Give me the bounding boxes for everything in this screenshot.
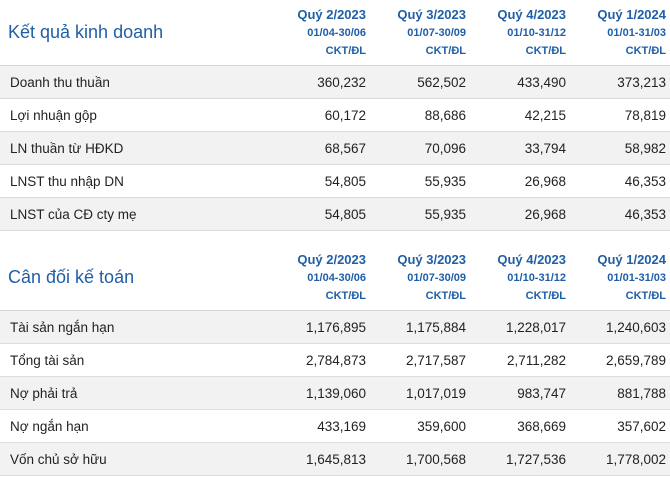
row-label: LN thuần từ HĐKD <box>10 140 124 156</box>
row-label: LNST của CĐ cty mẹ <box>10 206 137 222</box>
cell-value: 54,805 <box>324 206 366 222</box>
column-audit: CKT/ĐL <box>425 44 466 57</box>
column-quarter: Quý 1/2024 <box>597 251 666 267</box>
cell-value: 55,935 <box>424 173 466 189</box>
column-quarter: Quý 1/2024 <box>597 6 666 22</box>
section-spacer <box>0 231 670 245</box>
business-results-title: Kết quả kinh doanh <box>8 22 164 42</box>
cell-value: 1,700,568 <box>405 451 466 467</box>
cell-value: 68,567 <box>324 140 366 156</box>
cell-value: 2,784,873 <box>305 352 366 368</box>
cell-value: 1,228,017 <box>505 319 566 335</box>
cell-value: 2,711,282 <box>506 352 566 368</box>
column-quarter: Quý 2/2023 <box>297 6 366 22</box>
column-range: 01/04-30/06 <box>307 26 366 39</box>
cell-value: 78,819 <box>624 107 666 123</box>
cell-value: 357,602 <box>617 418 666 434</box>
cell-value: 562,502 <box>417 74 466 90</box>
cell-value: 373,213 <box>617 74 666 90</box>
column-quarter: Quý 4/2023 <box>497 251 566 267</box>
column-range: 01/01-31/03 <box>607 26 666 39</box>
column-quarter: Quý 3/2023 <box>397 251 466 267</box>
balance-sheet-header: Cân đối kế toán Quý 2/2023 01/04-30/06 C… <box>0 245 670 311</box>
table-row: LN thuần từ HĐKD 68,567 70,096 33,794 58… <box>0 132 670 165</box>
row-label: Doanh thu thuần <box>10 74 110 90</box>
cell-value: 881,788 <box>617 385 666 401</box>
row-label: Tài sản ngắn hạn <box>10 319 115 335</box>
table-row: Lợi nhuận gộp 60,172 88,686 42,215 78,81… <box>0 99 670 132</box>
column-audit: CKT/ĐL <box>625 289 666 302</box>
column-range: 01/07-30/09 <box>407 26 466 39</box>
column-quarter: Quý 2/2023 <box>297 251 366 267</box>
cell-value: 2,659,789 <box>605 352 666 368</box>
cell-value: 58,982 <box>624 140 666 156</box>
cell-value: 983,747 <box>517 385 566 401</box>
column-audit: CKT/ĐL <box>425 289 466 302</box>
column-header-q1-2024[interactable]: Quý 1/2024 01/01-31/03 CKT/ĐL <box>570 245 670 310</box>
row-label: LNST thu nhập DN <box>10 173 124 189</box>
row-label: Nợ ngắn hạn <box>10 418 89 434</box>
balance-sheet-title: Cân đối kế toán <box>8 267 135 287</box>
cell-value: 46,353 <box>624 173 666 189</box>
cell-value: 54,805 <box>324 173 366 189</box>
cell-value: 1,778,002 <box>605 451 666 467</box>
column-range: 01/10-31/12 <box>507 271 566 284</box>
cell-value: 433,169 <box>317 418 366 434</box>
cell-value: 1,017,019 <box>405 385 466 401</box>
column-audit: CKT/ĐL <box>325 44 366 57</box>
column-header-q1-2024[interactable]: Quý 1/2024 01/01-31/03 CKT/ĐL <box>570 0 670 65</box>
column-audit: CKT/ĐL <box>625 44 666 57</box>
column-header-q2-2023[interactable]: Quý 2/2023 01/04-30/06 CKT/ĐL <box>270 0 370 65</box>
business-results-header: Kết quả kinh doanh Quý 2/2023 01/04-30/0… <box>0 0 670 66</box>
table-row: Tổng tài sản 2,784,873 2,717,587 2,711,2… <box>0 344 670 377</box>
cell-value: 60,172 <box>324 107 366 123</box>
table-row: Tài sản ngắn hạn 1,176,895 1,175,884 1,2… <box>0 311 670 344</box>
table-row: Vốn chủ sở hữu 1,645,813 1,700,568 1,727… <box>0 443 670 476</box>
cell-value: 360,232 <box>317 74 366 90</box>
table-row: Nợ phải trả 1,139,060 1,017,019 983,747 … <box>0 377 670 410</box>
cell-value: 2,717,587 <box>405 352 466 368</box>
column-range: 01/07-30/09 <box>407 271 466 284</box>
cell-value: 70,096 <box>424 140 466 156</box>
row-label: Nợ phải trả <box>10 385 78 401</box>
column-header-q2-2023[interactable]: Quý 2/2023 01/04-30/06 CKT/ĐL <box>270 245 370 310</box>
column-audit: CKT/ĐL <box>525 289 566 302</box>
cell-value: 55,935 <box>424 206 466 222</box>
row-label: Lợi nhuận gộp <box>10 107 97 123</box>
cell-value: 368,669 <box>517 418 566 434</box>
column-quarter: Quý 3/2023 <box>397 6 466 22</box>
row-label: Tổng tài sản <box>10 352 85 368</box>
cell-value: 1,139,060 <box>305 385 366 401</box>
cell-value: 88,686 <box>424 107 466 123</box>
table-row: LNST thu nhập DN 54,805 55,935 26,968 46… <box>0 165 670 198</box>
column-header-q4-2023[interactable]: Quý 4/2023 01/10-31/12 CKT/ĐL <box>470 245 570 310</box>
column-range: 01/01-31/03 <box>607 271 666 284</box>
business-results-section: Kết quả kinh doanh Quý 2/2023 01/04-30/0… <box>0 0 670 231</box>
cell-value: 26,968 <box>524 173 566 189</box>
balance-sheet-section: Cân đối kế toán Quý 2/2023 01/04-30/06 C… <box>0 245 670 476</box>
cell-value: 33,794 <box>524 140 566 156</box>
column-audit: CKT/ĐL <box>525 44 566 57</box>
column-audit: CKT/ĐL <box>325 289 366 302</box>
column-range: 01/04-30/06 <box>307 271 366 284</box>
column-header-q3-2023[interactable]: Quý 3/2023 01/07-30/09 CKT/ĐL <box>370 0 470 65</box>
table-row: LNST của CĐ cty mẹ 54,805 55,935 26,968 … <box>0 198 670 231</box>
column-quarter: Quý 4/2023 <box>497 6 566 22</box>
cell-value: 1,727,536 <box>505 451 566 467</box>
cell-value: 359,600 <box>417 418 466 434</box>
column-range: 01/10-31/12 <box>507 26 566 39</box>
cell-value: 433,490 <box>517 74 566 90</box>
table-row: Nợ ngắn hạn 433,169 359,600 368,669 357,… <box>0 410 670 443</box>
cell-value: 1,176,895 <box>305 319 366 335</box>
table-row: Doanh thu thuần 360,232 562,502 433,490 … <box>0 66 670 99</box>
cell-value: 1,645,813 <box>305 451 366 467</box>
cell-value: 42,215 <box>524 107 566 123</box>
column-header-q4-2023[interactable]: Quý 4/2023 01/10-31/12 CKT/ĐL <box>470 0 570 65</box>
cell-value: 46,353 <box>624 206 666 222</box>
cell-value: 1,240,603 <box>605 319 666 335</box>
column-header-q3-2023[interactable]: Quý 3/2023 01/07-30/09 CKT/ĐL <box>370 245 470 310</box>
cell-value: 26,968 <box>524 206 566 222</box>
cell-value: 1,175,884 <box>405 319 466 335</box>
row-label: Vốn chủ sở hữu <box>10 451 107 467</box>
